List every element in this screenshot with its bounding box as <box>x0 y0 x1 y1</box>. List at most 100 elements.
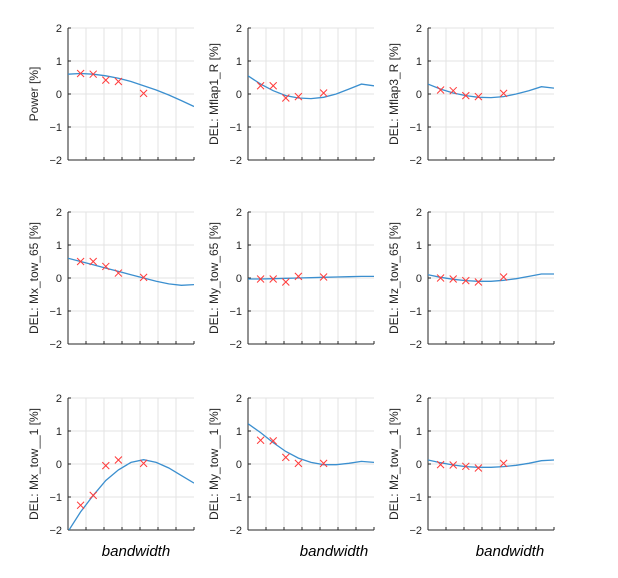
data-point-marker <box>474 278 483 286</box>
data-point-marker <box>499 459 508 468</box>
y-tick-label: 1 <box>236 56 242 68</box>
subplot-3: −2 −1 0 1 2 DEL: Mflap3_R [%] <box>387 23 555 167</box>
data-point-marker <box>474 464 483 472</box>
data-point-marker <box>319 273 328 281</box>
y-tick-label: 0 <box>416 273 422 285</box>
marker-stroke <box>256 436 265 445</box>
marker-stroke <box>461 91 470 100</box>
marker-stroke <box>76 257 85 266</box>
data-point-marker <box>281 278 290 286</box>
marker-stroke <box>101 262 110 271</box>
y-axis-label: DEL: My_tow_65 [%] <box>207 222 221 334</box>
data-point-marker <box>139 273 148 282</box>
fit-line <box>248 275 374 280</box>
marker-stroke <box>281 278 290 286</box>
data-point-marker <box>436 274 445 282</box>
marker-stroke <box>474 464 483 472</box>
y-tick-label: 2 <box>56 207 62 219</box>
y-tick-label: −1 <box>229 492 242 504</box>
y-tick-label: 2 <box>56 393 62 405</box>
marker-stroke <box>436 86 445 94</box>
marker-stroke <box>76 69 85 78</box>
y-axis-label: DEL: Mx_tow_65 [%] <box>27 222 41 334</box>
marker-stroke <box>319 459 328 468</box>
marker-stroke <box>269 81 278 90</box>
y-tick-label: 0 <box>416 459 422 471</box>
marker-stroke <box>319 273 328 281</box>
marker-stroke <box>256 81 265 90</box>
subplot-4: −2 −1 0 1 2 DEL: Mx_tow_65 [%] <box>27 207 195 351</box>
y-axis-label: DEL: Mflap3_R [%] <box>387 43 401 145</box>
marker-stroke <box>139 89 148 98</box>
marker-stroke <box>499 273 508 281</box>
subplot-8: −2 −1 0 1 2 DEL: My_tow__1 [%] <box>207 393 375 537</box>
y-tick-label: 1 <box>56 240 62 252</box>
subplot-2: −2 −1 0 1 2 DEL: Mflap1_R [%] <box>207 23 375 167</box>
marker-stroke <box>474 92 483 101</box>
marker-stroke <box>76 501 85 510</box>
y-tick-label: 0 <box>236 459 242 471</box>
marker-stroke <box>499 89 508 98</box>
fit-line <box>68 72 194 108</box>
data-point-marker <box>294 459 303 468</box>
data-point-marker <box>436 86 445 94</box>
y-tick-label: 2 <box>416 393 422 405</box>
data-point-marker <box>499 89 508 98</box>
y-tick-label: −2 <box>49 339 62 351</box>
marker-stroke <box>499 459 508 468</box>
data-point-marker <box>89 491 98 500</box>
y-tick-label: 1 <box>236 240 242 252</box>
fit-line <box>68 257 194 286</box>
y-tick-label: −2 <box>409 525 422 537</box>
data-point-marker <box>114 269 123 277</box>
fit-line <box>428 273 554 282</box>
data-point-marker <box>256 81 265 90</box>
marker-stroke <box>449 461 458 469</box>
data-point-marker <box>114 77 123 86</box>
data-point-marker <box>101 461 110 470</box>
data-point-marker <box>76 257 85 266</box>
y-tick-label: −1 <box>49 122 62 134</box>
data-point-marker <box>76 501 85 510</box>
y-tick-label: −1 <box>229 306 242 318</box>
y-tick-label: 1 <box>56 426 62 438</box>
data-point-marker <box>319 89 328 97</box>
y-tick-label: 0 <box>56 89 62 101</box>
y-tick-label: 0 <box>56 459 62 471</box>
y-tick-label: 2 <box>56 23 62 35</box>
y-tick-label: −2 <box>229 339 242 351</box>
y-tick-label: 1 <box>416 240 422 252</box>
xlabel-middle: bandwidth <box>299 543 369 560</box>
y-tick-label: 0 <box>236 89 242 101</box>
y-tick-label: −1 <box>409 306 422 318</box>
y-tick-label: 1 <box>236 426 242 438</box>
marker-stroke <box>101 76 110 84</box>
y-tick-label: 1 <box>416 426 422 438</box>
y-axis-label: DEL: Mx_tow__1 [%] <box>27 408 41 520</box>
y-axis-label: DEL: Mz_tow__1 [%] <box>387 408 401 520</box>
xlabel-right: bandwidth <box>475 543 545 560</box>
marker-stroke <box>89 257 98 266</box>
data-point-marker <box>139 459 148 468</box>
y-tick-label: 2 <box>236 393 242 405</box>
y-tick-label: 0 <box>236 273 242 285</box>
y-tick-label: −2 <box>49 525 62 537</box>
marker-stroke <box>461 462 470 471</box>
data-point-marker <box>294 92 303 101</box>
subplot-9: −2 −1 0 1 2 DEL: Mz_tow__1 [%] <box>387 393 555 537</box>
marker-stroke <box>89 491 98 500</box>
y-tick-label: −1 <box>409 122 422 134</box>
marker-stroke <box>294 272 303 281</box>
data-point-marker <box>319 459 328 468</box>
y-axis-label: Power [%] <box>27 67 41 122</box>
marker-stroke <box>449 86 458 95</box>
subplot-5: −2 −1 0 1 2 DEL: My_tow_65 [%] <box>207 207 375 351</box>
data-point-marker <box>449 461 458 469</box>
data-point-marker <box>461 462 470 471</box>
y-tick-label: −2 <box>409 339 422 351</box>
data-point-marker <box>269 81 278 90</box>
fit-line <box>428 83 554 99</box>
y-tick-label: 1 <box>56 56 62 68</box>
y-tick-label: −2 <box>229 525 242 537</box>
